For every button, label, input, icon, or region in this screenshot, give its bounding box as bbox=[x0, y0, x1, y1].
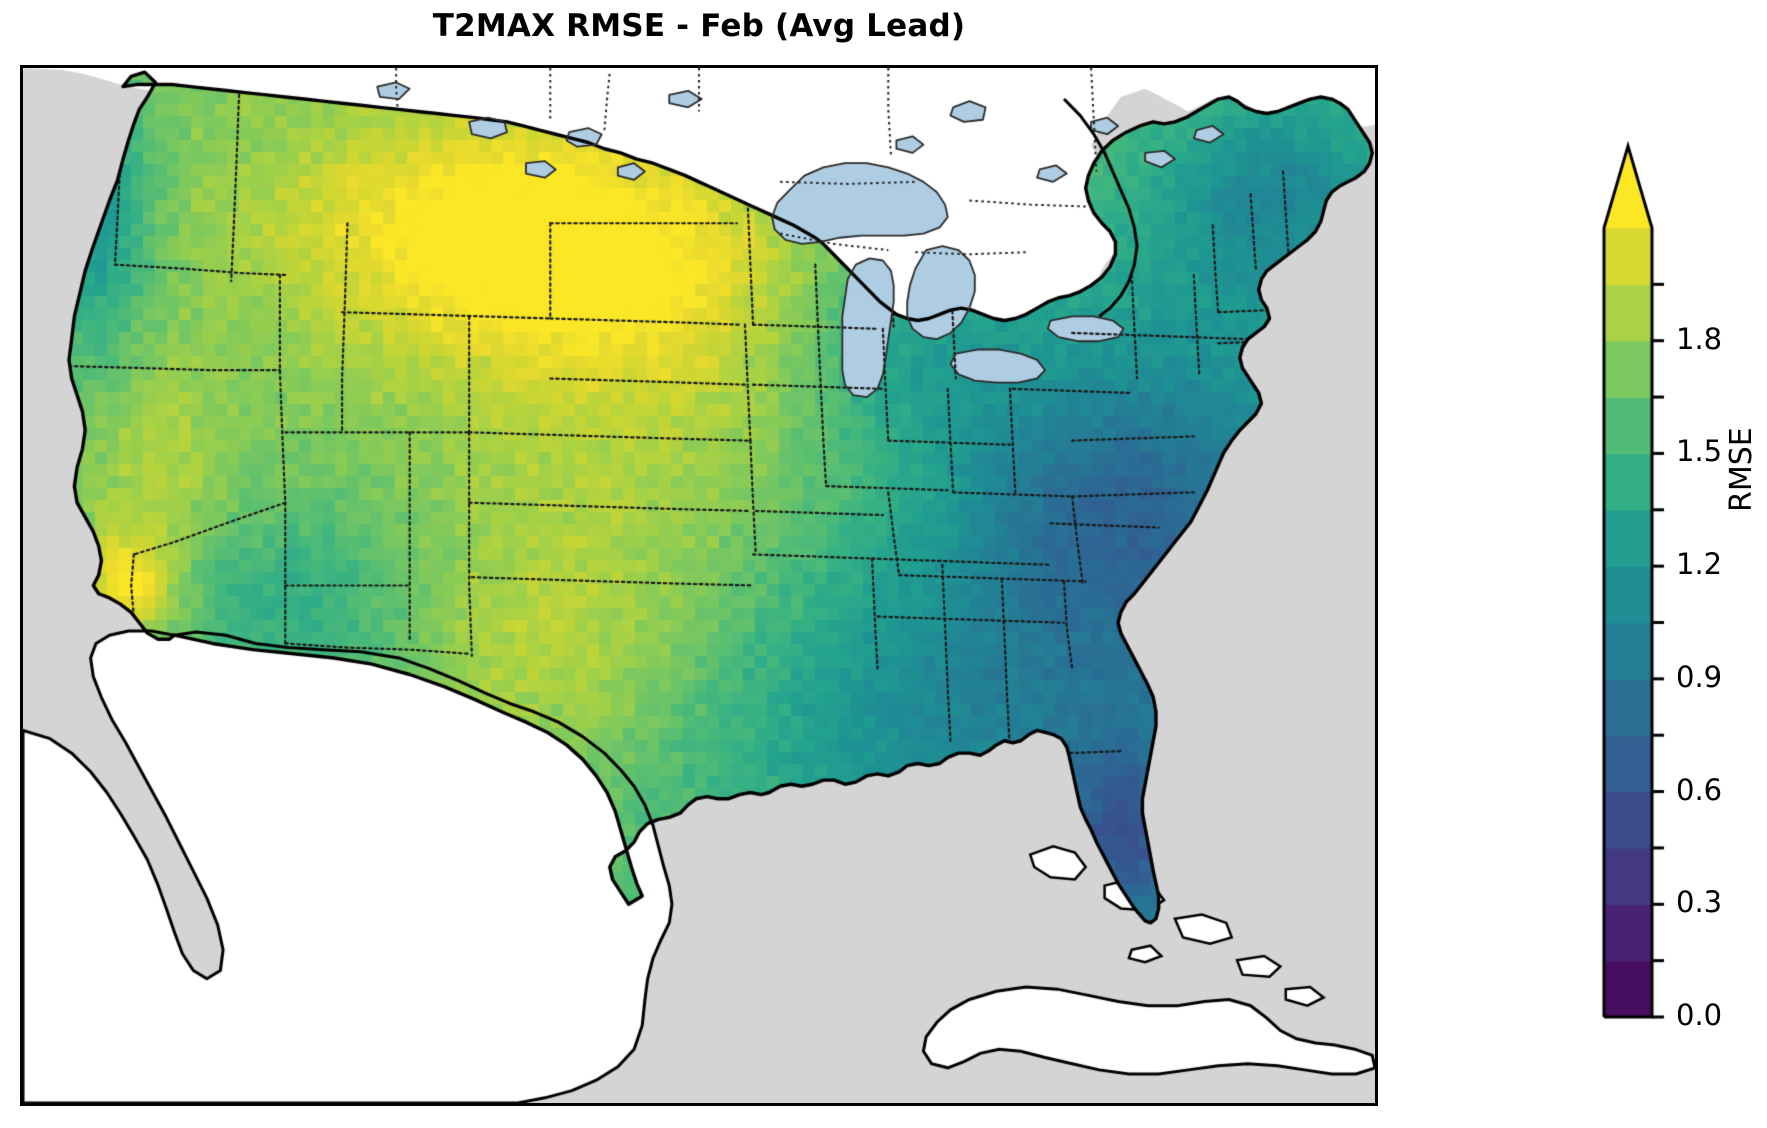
page-title: T2MAX RMSE - Feb (Avg Lead) bbox=[432, 8, 966, 44]
colorbar-tick-label: 0.6 bbox=[1676, 772, 1723, 807]
rmse-heatmap-canvas bbox=[23, 68, 1375, 1103]
colorbar-tick-label: 1.8 bbox=[1676, 321, 1723, 356]
colorbar-axis-label: RMSE bbox=[1724, 427, 1759, 512]
colorbar: 1.8 1.5 1.2 0.9 0.6 0.3 0.0 bbox=[1596, 138, 1756, 1032]
colorbar-tick-label: 0.0 bbox=[1676, 998, 1723, 1032]
map-panel bbox=[20, 65, 1378, 1106]
colorbar-tick-label: 0.3 bbox=[1676, 885, 1723, 920]
colorbar-gradient bbox=[1596, 138, 1756, 1028]
colorbar-tick-label: 1.2 bbox=[1676, 547, 1723, 582]
colorbar-tick-label: 1.5 bbox=[1676, 434, 1723, 469]
colorbar-tick-label: 0.9 bbox=[1676, 659, 1723, 694]
